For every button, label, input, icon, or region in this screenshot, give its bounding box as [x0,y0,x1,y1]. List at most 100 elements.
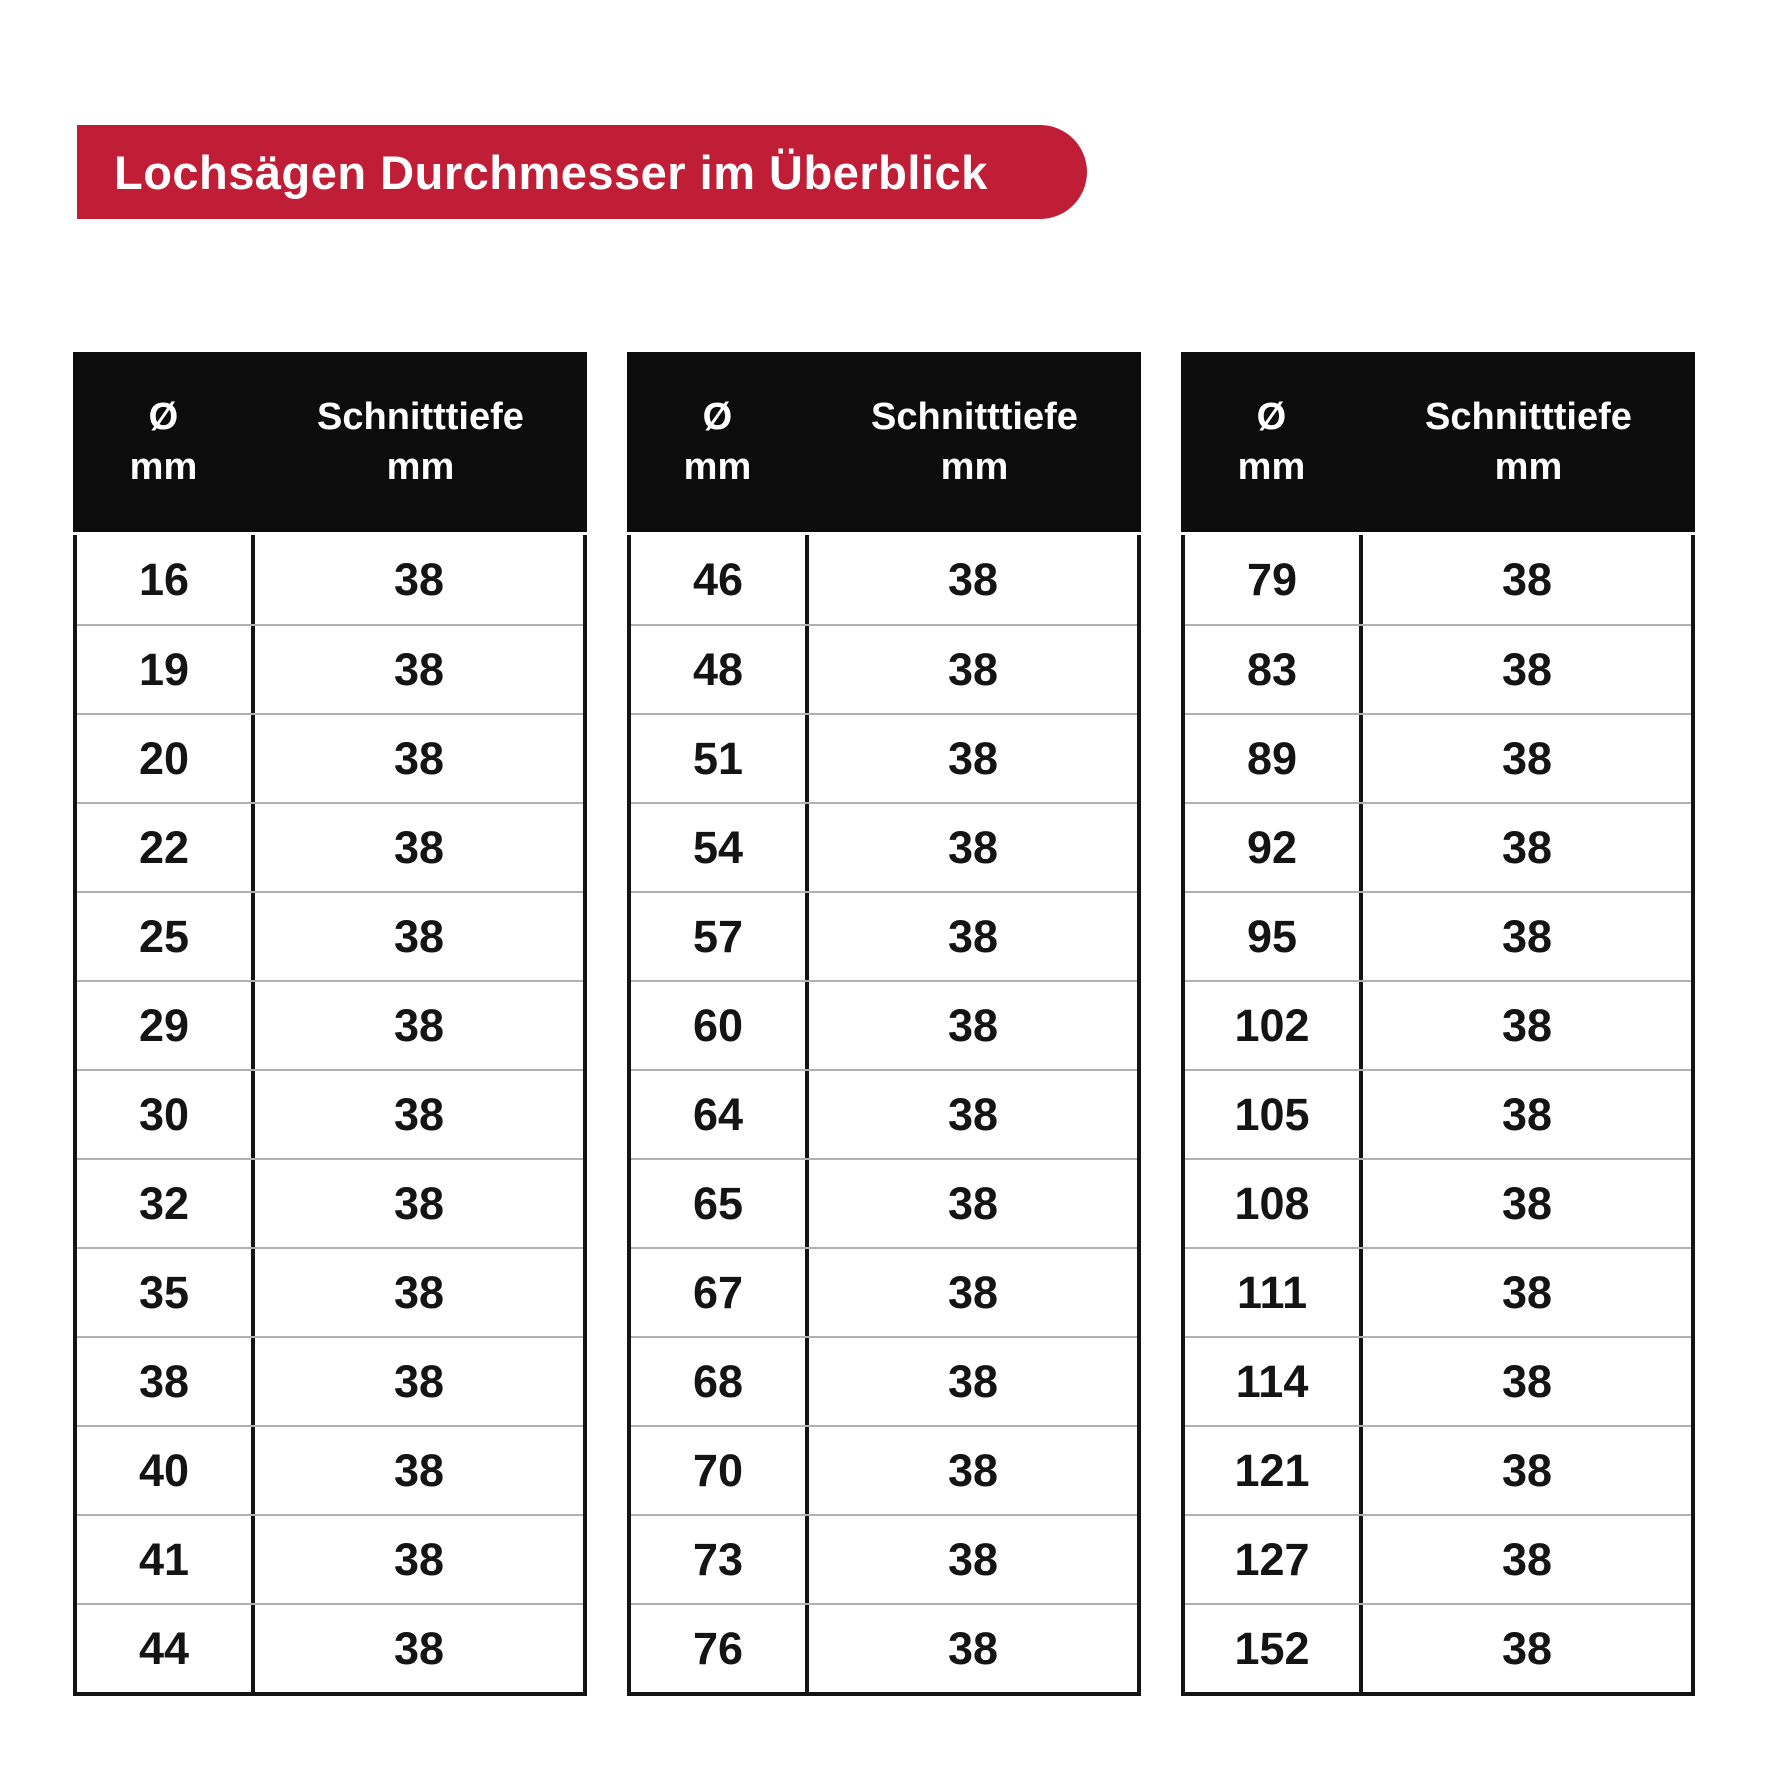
table-row: 38 38 [77,1336,583,1425]
table-row: 108 38 [1185,1158,1691,1247]
depth-cell: 38 [948,1088,999,1140]
diameter-cell: 20 [77,715,256,802]
table-row: 16 38 [77,535,583,624]
diameter-cell: 51 [631,715,810,802]
table-row: 67 38 [631,1247,1137,1336]
table-row: 51 38 [631,713,1137,802]
depth-cell: 38 [948,732,999,784]
depth-cell: 38 [948,821,999,873]
diameter-cell: 79 [1185,535,1364,624]
table-row: 60 38 [631,980,1137,1069]
table-row: 64 38 [631,1069,1137,1158]
diameter-cell: 89 [1185,715,1364,802]
depth-cell: 38 [1502,1177,1553,1229]
depth-header-label: Schnitttiefe [871,395,1078,438]
depth-cell: 38 [394,1177,445,1229]
table-row: 152 38 [1185,1603,1691,1692]
depth-header-unit: mm [940,446,1009,488]
diameter-cell: 95 [1185,893,1364,980]
depth-header-unit: mm [1494,446,1563,488]
depth-cell: 38 [1502,1266,1553,1318]
diameter-cell: 64 [631,1071,810,1158]
diameter-cell: 92 [1185,804,1364,891]
diameter-header-label: Ø [702,395,733,438]
diameter-cell: 30 [77,1071,256,1158]
diameter-cell: 67 [631,1249,810,1336]
diameter-cell: 111 [1185,1249,1364,1336]
table-row: 102 38 [1185,980,1691,1069]
depth-cell: 38 [394,910,445,962]
table-row: 44 38 [77,1603,583,1692]
depth-cell: 38 [1502,910,1553,962]
table-row: 114 38 [1185,1336,1691,1425]
table-row: 89 38 [1185,713,1691,802]
table-row: 22 38 [77,802,583,891]
table-row: 40 38 [77,1425,583,1514]
depth-cell: 38 [394,999,445,1051]
depth-header-unit: mm [386,446,455,488]
table-row: 92 38 [1185,802,1691,891]
depth-cell: 38 [394,1444,445,1496]
depth-header: Schnitttiefe mm [808,392,1141,492]
depth-cell: 38 [394,1622,445,1674]
table-row: 76 38 [631,1603,1137,1692]
diameter-cell: 48 [631,626,810,713]
diameter-cell: 127 [1185,1516,1364,1603]
depth-cell: 38 [948,1622,999,1674]
table-row: 35 38 [77,1247,583,1336]
diameter-cell: 25 [77,893,256,980]
depth-cell: 38 [1502,553,1553,605]
depth-cell: 38 [1502,821,1553,873]
table-row: 65 38 [631,1158,1137,1247]
depth-cell: 38 [948,1355,999,1407]
depth-header-label: Schnitttiefe [317,395,524,438]
depth-cell: 38 [948,910,999,962]
depth-cell: 38 [394,1533,445,1585]
depth-header: Schnitttiefe mm [254,392,587,492]
diameter-cell: 16 [77,535,256,624]
depth-cell: 38 [394,1088,445,1140]
table-row: 68 38 [631,1336,1137,1425]
depth-cell: 38 [948,1266,999,1318]
diameter-cell: 108 [1185,1160,1364,1247]
depth-cell: 38 [1502,643,1553,695]
diameter-cell: 44 [77,1605,256,1692]
diameter-cell: 19 [77,626,256,713]
depth-cell: 38 [1502,1622,1553,1674]
depth-cell: 38 [1502,999,1553,1051]
diameter-cell: 32 [77,1160,256,1247]
table-row: 29 38 [77,980,583,1069]
diameter-cell: 73 [631,1516,810,1603]
diameter-cell: 40 [77,1427,256,1514]
diameter-cell: 29 [77,982,256,1069]
depth-cell: 38 [948,643,999,695]
depth-cell: 38 [394,553,445,605]
table-row: 48 38 [631,624,1137,713]
depth-header-label: Schnitttiefe [1425,395,1632,438]
diameter-cell: 60 [631,982,810,1069]
depth-cell: 38 [948,1444,999,1496]
table-row: 121 38 [1185,1425,1691,1514]
diameter-cell: 114 [1185,1338,1364,1425]
depth-cell: 38 [948,1533,999,1585]
diameter-cell: 70 [631,1427,810,1514]
table-row: 111 38 [1185,1247,1691,1336]
diameter-cell: 46 [631,535,810,624]
depth-cell: 38 [1502,1444,1553,1496]
page-title: Lochsägen Durchmesser im Überblick [114,145,988,199]
diameter-cell: 41 [77,1516,256,1603]
diameter-cell: 65 [631,1160,810,1247]
diameter-header-label: Ø [1256,395,1287,438]
table-row: 57 38 [631,891,1137,980]
depth-cell: 38 [394,1266,445,1318]
table-row: 79 38 [1185,535,1691,624]
table-body: 79 38 83 38 89 38 92 38 95 38 102 38 105 38 108 38 111 38… [1181,535,1695,1696]
depth-cell: 38 [394,732,445,784]
